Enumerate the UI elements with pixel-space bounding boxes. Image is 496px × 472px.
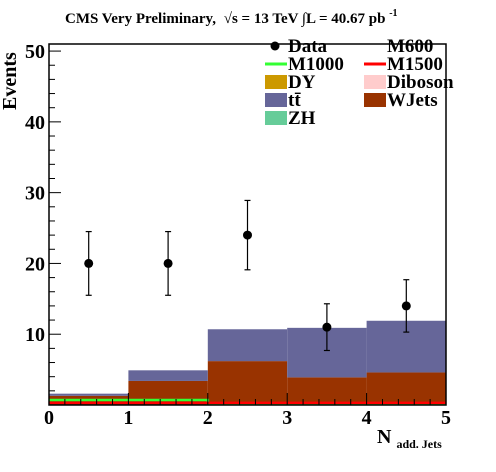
legend-label: ZH	[288, 108, 316, 129]
legend-marker-data	[270, 41, 280, 51]
title-prefix: CMS Very Preliminary,	[65, 11, 216, 27]
legend-box-6	[265, 93, 287, 107]
data-points	[84, 199, 411, 352]
legend-label: DY	[288, 72, 316, 93]
stack-bar-0-bin-1	[128, 380, 208, 405]
legend-label: M1000	[288, 54, 344, 75]
title-lumi-exponent: -1	[389, 8, 397, 19]
x-tick-label: 3	[282, 407, 292, 429]
x-tick-label: 5	[441, 407, 451, 429]
stack-bar-0-bin-2	[207, 361, 288, 405]
title-energy: = 13 TeV	[242, 11, 302, 27]
legend-label: tt̄	[288, 90, 301, 111]
title-lumi: ∫L = 40.67 pb	[301, 11, 386, 27]
stack-bar-0-bin-4	[366, 372, 446, 405]
stacked-histograms	[49, 320, 446, 405]
legend-label: Data	[288, 36, 328, 57]
legend-box-4	[265, 75, 287, 89]
data-point-3	[322, 322, 332, 332]
y-tick-label: 40	[25, 112, 45, 134]
x-tick-label: 1	[123, 407, 133, 429]
x-tick-label: 2	[203, 407, 213, 429]
plot-frame	[48, 43, 447, 406]
legend-label: WJets	[387, 90, 438, 111]
legend-label: Diboson	[387, 72, 454, 93]
title-sqrt: √s	[224, 11, 238, 27]
legend-box-7	[364, 93, 386, 107]
stack-bar-1-bin-2	[207, 329, 288, 362]
x-axis-title: N add. Jets	[377, 426, 442, 451]
y-tick-label: 20	[25, 253, 45, 275]
axis-ticks	[48, 50, 447, 406]
legend-label: M1500	[387, 54, 443, 75]
y-tick-label: 50	[25, 41, 45, 63]
x-tick-label: 0	[44, 407, 54, 429]
data-point-4	[401, 301, 411, 311]
x-axis-title-main: N	[377, 426, 392, 448]
legend-box-5	[364, 75, 386, 89]
stack-bar-1-bin-0	[49, 393, 129, 396]
stack-bar-0-bin-3	[287, 377, 367, 405]
stack-bar-1-bin-1	[128, 370, 208, 381]
chart-title: CMS Very Preliminary, √s = 13 TeV ∫L = 4…	[65, 8, 398, 27]
data-point-1	[163, 258, 173, 268]
legend-box-8	[265, 111, 287, 125]
x-tick-label: 4	[362, 407, 372, 429]
data-point-2	[243, 230, 252, 240]
x-tick-labels: 0 1 2 3 4 5	[44, 407, 451, 429]
y-tick-label: 30	[25, 183, 45, 205]
data-point-0	[84, 258, 94, 268]
legend: Data M600 M1000 M1500 DY Diboson tt̄ WJets ZH	[265, 36, 454, 129]
y-axis-title: Events	[0, 52, 21, 110]
y-tick-labels: 10 20 30 40 50	[25, 41, 45, 346]
y-tick-label: 10	[25, 324, 45, 346]
legend-label: M600	[387, 36, 433, 57]
x-axis-title-subscript: add. Jets	[396, 437, 442, 451]
